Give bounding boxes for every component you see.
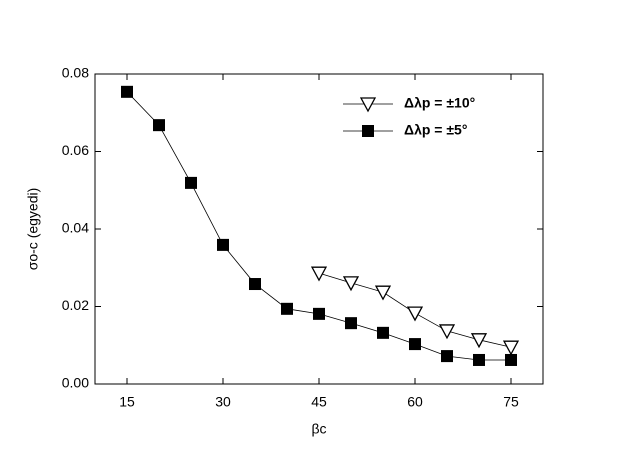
y-tick-label: 0.06 [62, 142, 89, 158]
y-tick-label: 0.04 [62, 220, 89, 236]
data-point [406, 306, 424, 322]
x-tick-label: 60 [407, 394, 423, 410]
y-tick-label: 0.00 [62, 375, 89, 391]
data-point [438, 324, 456, 340]
data-point [345, 317, 357, 330]
y-tick-label: 0.02 [62, 297, 89, 313]
x-tick-label: 45 [311, 394, 327, 410]
y-axis-label: σo-c (egyedi) [25, 188, 41, 271]
data-point [502, 340, 520, 356]
data-point [473, 353, 485, 366]
x-tick-label: 75 [503, 394, 519, 410]
data-point [153, 119, 165, 132]
legend-marker [362, 125, 374, 137]
data-point [470, 333, 488, 349]
legend-label: Δλp = ±10° [404, 95, 475, 111]
x-tick-label: 15 [119, 394, 135, 410]
data-point [505, 353, 517, 366]
data-point [121, 85, 133, 98]
data-point [185, 176, 197, 189]
y-tick-label: 0.08 [62, 65, 89, 81]
data-point [313, 307, 325, 320]
data-point [441, 350, 453, 363]
legend-marker [359, 97, 377, 113]
data-point [374, 285, 392, 301]
data-point [377, 326, 389, 339]
data-point [281, 302, 293, 315]
data-point [249, 278, 261, 291]
data-point [310, 266, 328, 282]
data-point [409, 338, 421, 351]
legend-label: Δλp = ±5° [404, 122, 467, 138]
x-axis-label: βc [311, 421, 326, 437]
data-point [342, 276, 360, 292]
data-point [217, 238, 229, 251]
x-tick-label: 30 [215, 394, 231, 410]
